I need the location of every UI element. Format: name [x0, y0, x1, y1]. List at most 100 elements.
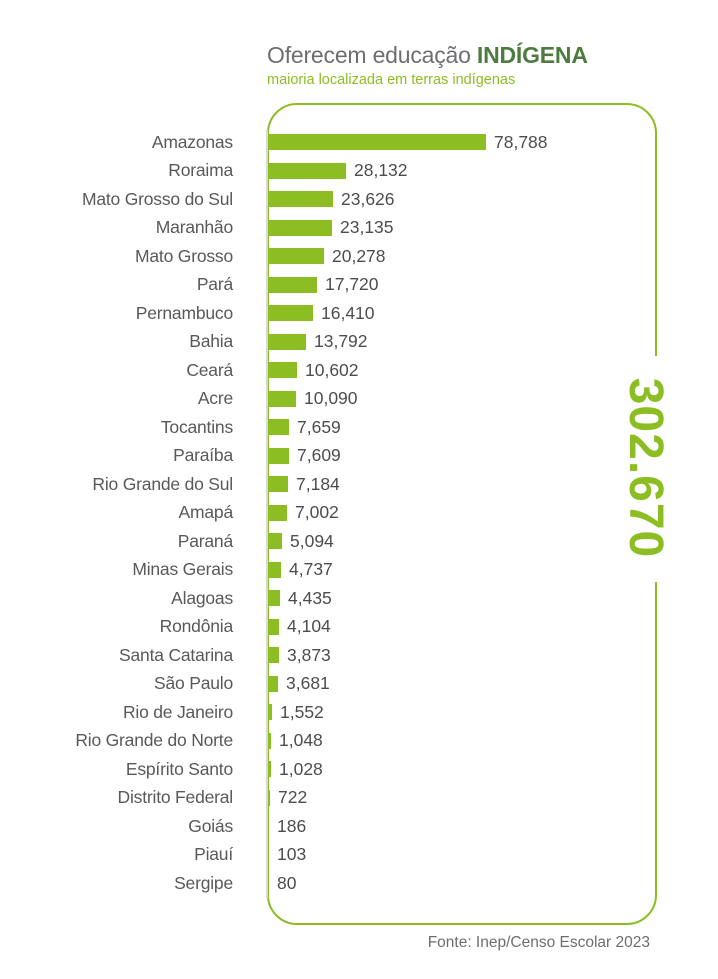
- bar-row: Ceará 10,602: [0, 356, 710, 385]
- bar: [268, 191, 333, 208]
- bar-track: 23,135: [268, 217, 394, 238]
- bar: [268, 276, 317, 293]
- bar-track: 4,104: [268, 616, 331, 637]
- bar-row: Amapá 7,002: [0, 499, 710, 528]
- bar-label: Pernambuco: [135, 302, 233, 323]
- bar-label: Minas Gerais: [132, 559, 233, 580]
- bar-label: Rondônia: [159, 616, 234, 637]
- bar-row: Rio Grande do Norte 1,048: [0, 727, 710, 756]
- bar-value-label: 7,002: [295, 502, 339, 523]
- bar-track: 7,659: [268, 417, 341, 438]
- bar: [268, 248, 324, 265]
- bar-row: Mato Grosso do Sul 23,626: [0, 185, 710, 214]
- bar-value-label: 1,028: [279, 758, 323, 779]
- bar-row: Goiás 186: [0, 812, 710, 841]
- bar-value-label: 186: [277, 815, 307, 836]
- bar: [268, 447, 289, 464]
- bar-track: 10,602: [268, 360, 359, 381]
- bar-row: Bahia 13,792: [0, 328, 710, 357]
- bar-label: Maranhão: [155, 217, 233, 238]
- bar: [268, 533, 282, 550]
- bar-track: 722: [268, 787, 307, 808]
- bar: [268, 875, 269, 892]
- bar-row: Piauí 103: [0, 841, 710, 870]
- bar-row: Distrito Federal 722: [0, 784, 710, 813]
- bar-label: Mato Grosso do Sul: [81, 188, 233, 209]
- bar-value-label: 17,720: [325, 274, 379, 295]
- bar-row: Rondônia 4,104: [0, 613, 710, 642]
- bar-label: Sergipe: [174, 872, 233, 893]
- bar-row: Paraíba 7,609: [0, 442, 710, 471]
- bar-value-label: 10,602: [305, 359, 359, 380]
- bar-row: Roraima 28,132: [0, 157, 710, 186]
- bar-value-label: 1,048: [279, 730, 323, 751]
- bar-value-label: 20,278: [332, 245, 386, 266]
- bar-label: Acre: [197, 388, 233, 409]
- bar: [268, 618, 279, 635]
- bar-value-label: 3,681: [286, 673, 330, 694]
- bar-label: Roraima: [168, 160, 233, 181]
- bar-value-label: 3,873: [287, 644, 331, 665]
- bar-label: Piauí: [194, 844, 233, 865]
- bar: [268, 504, 287, 521]
- bar-value-label: 23,626: [341, 188, 395, 209]
- bar-label: Distrito Federal: [117, 787, 234, 808]
- chart-title: Oferecem educação INDÍGENA: [267, 42, 588, 69]
- bar-value-label: 13,792: [314, 331, 368, 352]
- bar: [268, 789, 270, 806]
- bar-track: 80: [268, 873, 296, 894]
- bar-row: Acre 10,090: [0, 385, 710, 414]
- bar-row: Paraná 5,094: [0, 527, 710, 556]
- bar: [268, 390, 296, 407]
- bar-row: Alagoas 4,435: [0, 584, 710, 613]
- bar-value-label: 10,090: [304, 388, 358, 409]
- bar-row: Rio Grande do Sul 7,184: [0, 470, 710, 499]
- bar-row: Pernambuco 16,410: [0, 299, 710, 328]
- bar: [268, 647, 279, 664]
- bar-track: 4,737: [268, 559, 333, 580]
- bar-label: Rio de Janeiro: [122, 701, 233, 722]
- bar-value-label: 4,435: [288, 587, 332, 608]
- bar-row: Pará 17,720: [0, 271, 710, 300]
- bar-row: Amazonas 78,788: [0, 128, 710, 157]
- bar-track: 5,094: [268, 531, 334, 552]
- bar: [268, 162, 346, 179]
- bar-value-label: 722: [278, 787, 308, 808]
- bar: [268, 590, 280, 607]
- bar-row: Sergipe 80: [0, 869, 710, 898]
- bar-track: 186: [268, 816, 306, 837]
- bar-track: 1,048: [268, 730, 323, 751]
- bar-value-label: 4,737: [289, 559, 333, 580]
- bar-label: Rio Grande do Sul: [92, 473, 233, 494]
- bar-track: 17,720: [268, 274, 379, 295]
- bar-label: Rio Grande do Norte: [75, 730, 233, 751]
- bar-row: São Paulo 3,681: [0, 670, 710, 699]
- bar-label: Goiás: [188, 815, 233, 836]
- bar-label: Amazonas: [151, 131, 233, 152]
- bar-row: Maranhão 23,135: [0, 214, 710, 243]
- bar: [268, 419, 289, 436]
- chart-header: Oferecem educação INDÍGENA maioria local…: [267, 42, 588, 88]
- bar-track: 1,028: [268, 759, 323, 780]
- bar-value-label: 4,104: [287, 616, 331, 637]
- bar-label: Ceará: [186, 359, 233, 380]
- bar-value-label: 103: [277, 844, 307, 865]
- bar-row: Tocantins 7,659: [0, 413, 710, 442]
- bar-label: Paraíba: [173, 445, 233, 466]
- y-axis-line: [266, 130, 268, 898]
- bar-track: 7,609: [268, 445, 341, 466]
- bar-track: 13,792: [268, 331, 368, 352]
- bar-rows: Amazonas 78,788 Roraima 28,132 Mato Grosso d…: [0, 128, 710, 898]
- bar: [268, 333, 306, 350]
- bar-track: 23,626: [268, 189, 395, 210]
- bar: [268, 704, 272, 721]
- bar-value-label: 1,552: [280, 701, 324, 722]
- bar-label: Paraná: [177, 530, 233, 551]
- bar-label: Tocantins: [160, 416, 233, 437]
- bar-value-label: 16,410: [321, 302, 375, 323]
- bar-track: 7,184: [268, 474, 340, 495]
- bar-track: 1,552: [268, 702, 324, 723]
- bar-row: Espírito Santo 1,028: [0, 755, 710, 784]
- bar-track: 28,132: [268, 160, 408, 181]
- bar: [268, 675, 278, 692]
